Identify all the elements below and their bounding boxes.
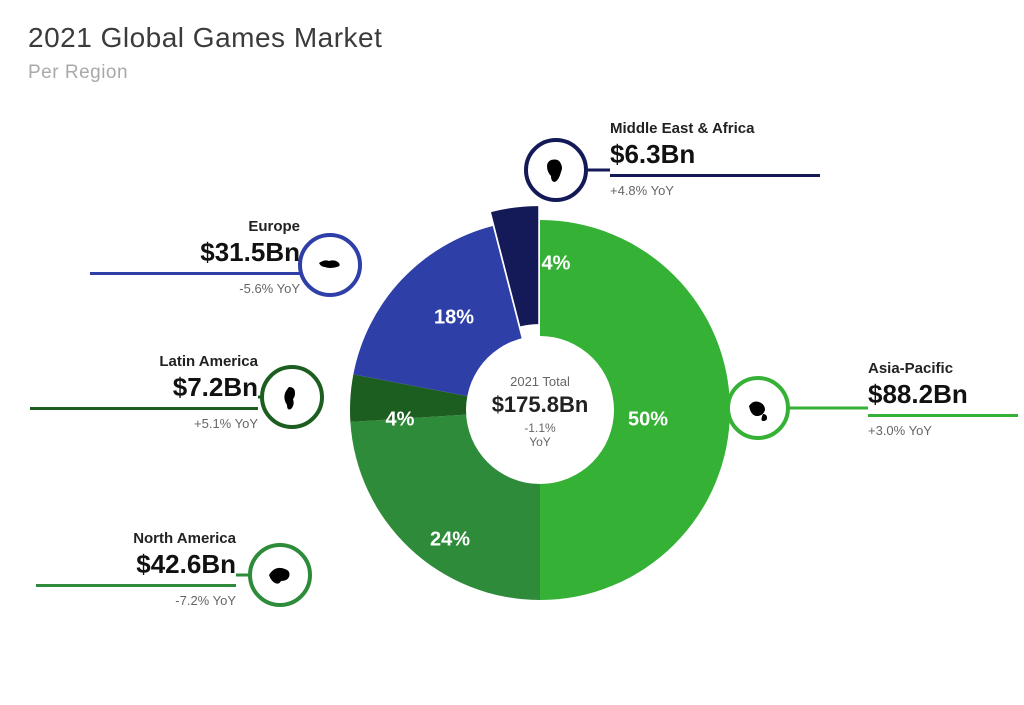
region-value: $31.5Bn: [90, 237, 300, 268]
center-label: 2021 Total: [510, 374, 570, 389]
region-value: $88.2Bn: [868, 379, 1018, 410]
pct-north-america: 24%: [430, 528, 470, 550]
pct-mea: 4%: [542, 252, 571, 274]
region-value: $7.2Bn: [30, 372, 258, 403]
underline: [30, 407, 258, 410]
region-yoy: +4.8% YoY: [610, 183, 820, 198]
region-value: $6.3Bn: [610, 139, 820, 170]
callout-asia-pacific: Asia-Pacific $88.2Bn +3.0% YoY: [868, 360, 1018, 438]
region-name: Middle East & Africa: [610, 120, 820, 137]
center-yoy-suffix: YoY: [529, 435, 551, 449]
chart-container: { "title": "2021 Global Games Market", "…: [0, 0, 1024, 705]
region-name: Asia-Pacific: [868, 360, 1018, 377]
underline: [36, 584, 236, 587]
callout-mea: Middle East & Africa $6.3Bn +4.8% YoY: [610, 120, 820, 198]
callout-north-america: North America $42.6Bn -7.2% YoY: [36, 530, 236, 608]
callout-latin-america: Latin America $7.2Bn +5.1% YoY: [30, 353, 258, 431]
region-yoy: +5.1% YoY: [30, 416, 258, 431]
region-yoy: -7.2% YoY: [36, 593, 236, 608]
pct-europe: 18%: [434, 306, 474, 328]
callout-europe: Europe $31.5Bn -5.6% YoY: [90, 218, 300, 296]
underline: [610, 174, 820, 177]
region-value: $42.6Bn: [36, 549, 236, 580]
center-yoy: -1.1%: [524, 421, 556, 435]
region-yoy: -5.6% YoY: [90, 281, 300, 296]
underline: [90, 272, 300, 275]
region-name: North America: [36, 530, 236, 547]
pct-asia-pacific: 50%: [628, 408, 668, 430]
region-name: Latin America: [30, 353, 258, 370]
center-total: $175.8Bn: [492, 392, 589, 417]
region-yoy: +3.0% YoY: [868, 423, 1018, 438]
pct-latin-america: 4%: [386, 408, 415, 430]
underline: [868, 414, 1018, 417]
region-name: Europe: [90, 218, 300, 235]
